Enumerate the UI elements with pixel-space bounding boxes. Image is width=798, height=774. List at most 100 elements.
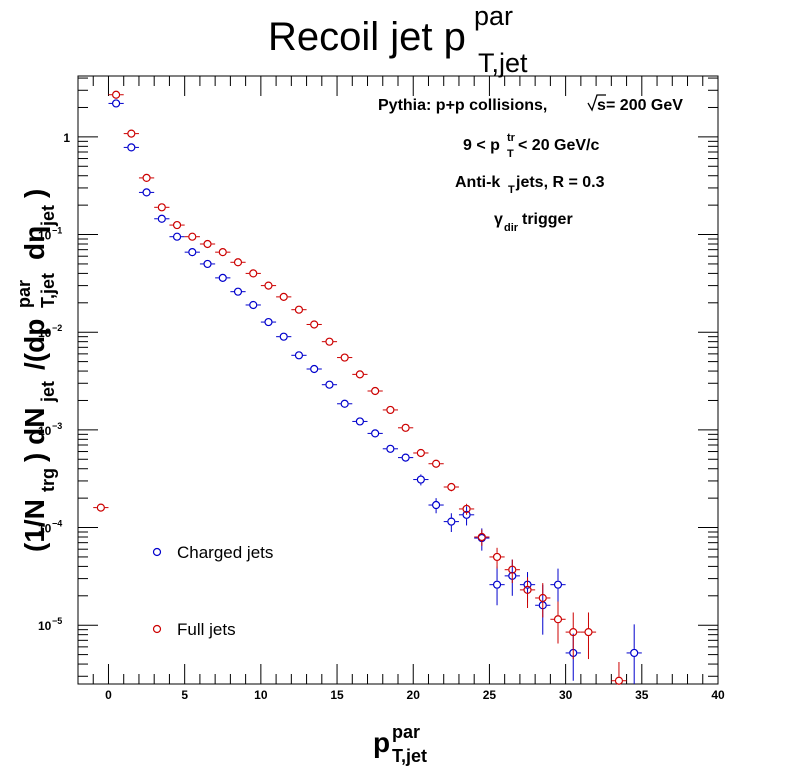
data-marker [111, 90, 121, 99]
data-marker [553, 580, 563, 589]
data-marker [310, 320, 319, 329]
data-point [443, 513, 459, 533]
x-axis-label-sup: par [392, 722, 420, 742]
x-tick-label: 10 [254, 688, 268, 702]
legend-label-full: Full jets [177, 620, 236, 639]
data-point [154, 203, 170, 212]
annotation-pt-sup: tr [507, 132, 516, 144]
data-point [352, 370, 368, 379]
legend-label-charged: Charged jets [177, 543, 273, 562]
data-point [428, 459, 444, 468]
data-marker [447, 482, 456, 492]
annotation-energy: = 200 GeV [606, 97, 683, 114]
y-tick-label: 10 −5 [38, 616, 62, 633]
data-marker [630, 648, 639, 658]
data-point [169, 232, 185, 241]
data-point [230, 258, 246, 267]
chart-title-sup: par [474, 1, 513, 31]
data-marker [508, 565, 517, 574]
data-point [199, 239, 216, 249]
y-axis-label-p4sub: jet [38, 205, 58, 227]
data-point [138, 188, 155, 197]
data-marker [371, 386, 380, 396]
data-marker [584, 627, 593, 637]
annotation-pythia-text: Pythia: p+p collisions, [378, 97, 547, 114]
y-axis-label-p4: dη [19, 226, 50, 260]
data-marker [203, 259, 212, 269]
data-marker [416, 448, 425, 458]
data-marker [523, 585, 532, 594]
data-marker [127, 129, 136, 138]
y-tick-label: 1 [63, 131, 70, 145]
data-point [519, 577, 536, 609]
data-point [123, 129, 139, 138]
y-tick-label-base: 10 [38, 326, 52, 340]
data-point [626, 624, 642, 684]
data-point [489, 566, 505, 606]
data-point [108, 99, 124, 108]
annotation-jet-algorithm: Anti-k T jets, R = 0.3 [455, 174, 605, 196]
y-axis-label-p5: ) [19, 189, 50, 198]
data-point [138, 173, 155, 183]
data-series [93, 90, 642, 685]
data-marker [294, 305, 304, 314]
legend-entry-charged: Charged jets [152, 543, 273, 562]
y-axis-label-p2: ) dN [19, 408, 50, 462]
annotation-pt-sub: T [507, 148, 514, 160]
data-marker [492, 552, 502, 562]
data-point [398, 423, 414, 432]
data-point [184, 232, 200, 241]
y-axis-label-p3: /(dp [19, 319, 50, 370]
data-marker [249, 300, 258, 310]
data-point [458, 506, 475, 526]
y-axis-label-p3sub: T,jet [38, 273, 58, 308]
sqrt-symbol [587, 94, 606, 112]
data-point [169, 220, 185, 230]
data-marker [386, 444, 395, 453]
data-point [245, 300, 261, 310]
data-marker [371, 429, 380, 438]
data-marker [188, 232, 197, 241]
y-tick-label-base: 1 [63, 131, 70, 145]
data-marker [462, 504, 471, 514]
annotation-algo-pre: Anti-k [455, 174, 500, 191]
annotation-gamma-sub: dir [504, 222, 519, 234]
data-marker [340, 399, 349, 408]
data-point [580, 612, 597, 660]
data-point [443, 482, 459, 492]
data-marker [462, 510, 471, 519]
y-tick-label: 10 −2 [38, 323, 62, 340]
data-marker [142, 173, 151, 183]
annotation-pt-pre: 9 < p [463, 137, 500, 154]
x-tick-label: 20 [407, 688, 421, 702]
data-point [352, 417, 368, 426]
data-point [535, 583, 551, 618]
chart-title-sub: T,jet [478, 48, 528, 78]
y-tick-label: 10 −1 [38, 226, 62, 243]
y-tick-label-exp: −3 [52, 421, 62, 431]
data-marker [340, 353, 349, 362]
data-marker [249, 269, 258, 278]
y-tick-label-exp: −5 [52, 616, 62, 626]
annotation-algo-sub: T [508, 184, 515, 196]
series-charged-jets [108, 99, 642, 684]
y-tick-label-exp: −2 [52, 323, 62, 333]
data-point [215, 248, 231, 257]
legend-marker-full [152, 624, 162, 634]
data-point [413, 474, 429, 486]
x-tick-label: 40 [711, 688, 725, 702]
legend-entry-full: Full jets [152, 620, 236, 639]
data-marker [401, 453, 410, 462]
data-point [382, 444, 398, 453]
data-point [123, 143, 139, 152]
data-point [260, 317, 277, 327]
data-point [413, 448, 429, 458]
data-point [489, 547, 505, 569]
data-marker [172, 220, 182, 230]
data-marker [325, 337, 334, 346]
data-marker [431, 500, 441, 510]
annotation-algo-post: jets, R = 0.3 [515, 174, 605, 191]
y-tick-label-base: 10 [38, 229, 52, 243]
data-point [367, 386, 383, 396]
data-point [215, 273, 231, 282]
